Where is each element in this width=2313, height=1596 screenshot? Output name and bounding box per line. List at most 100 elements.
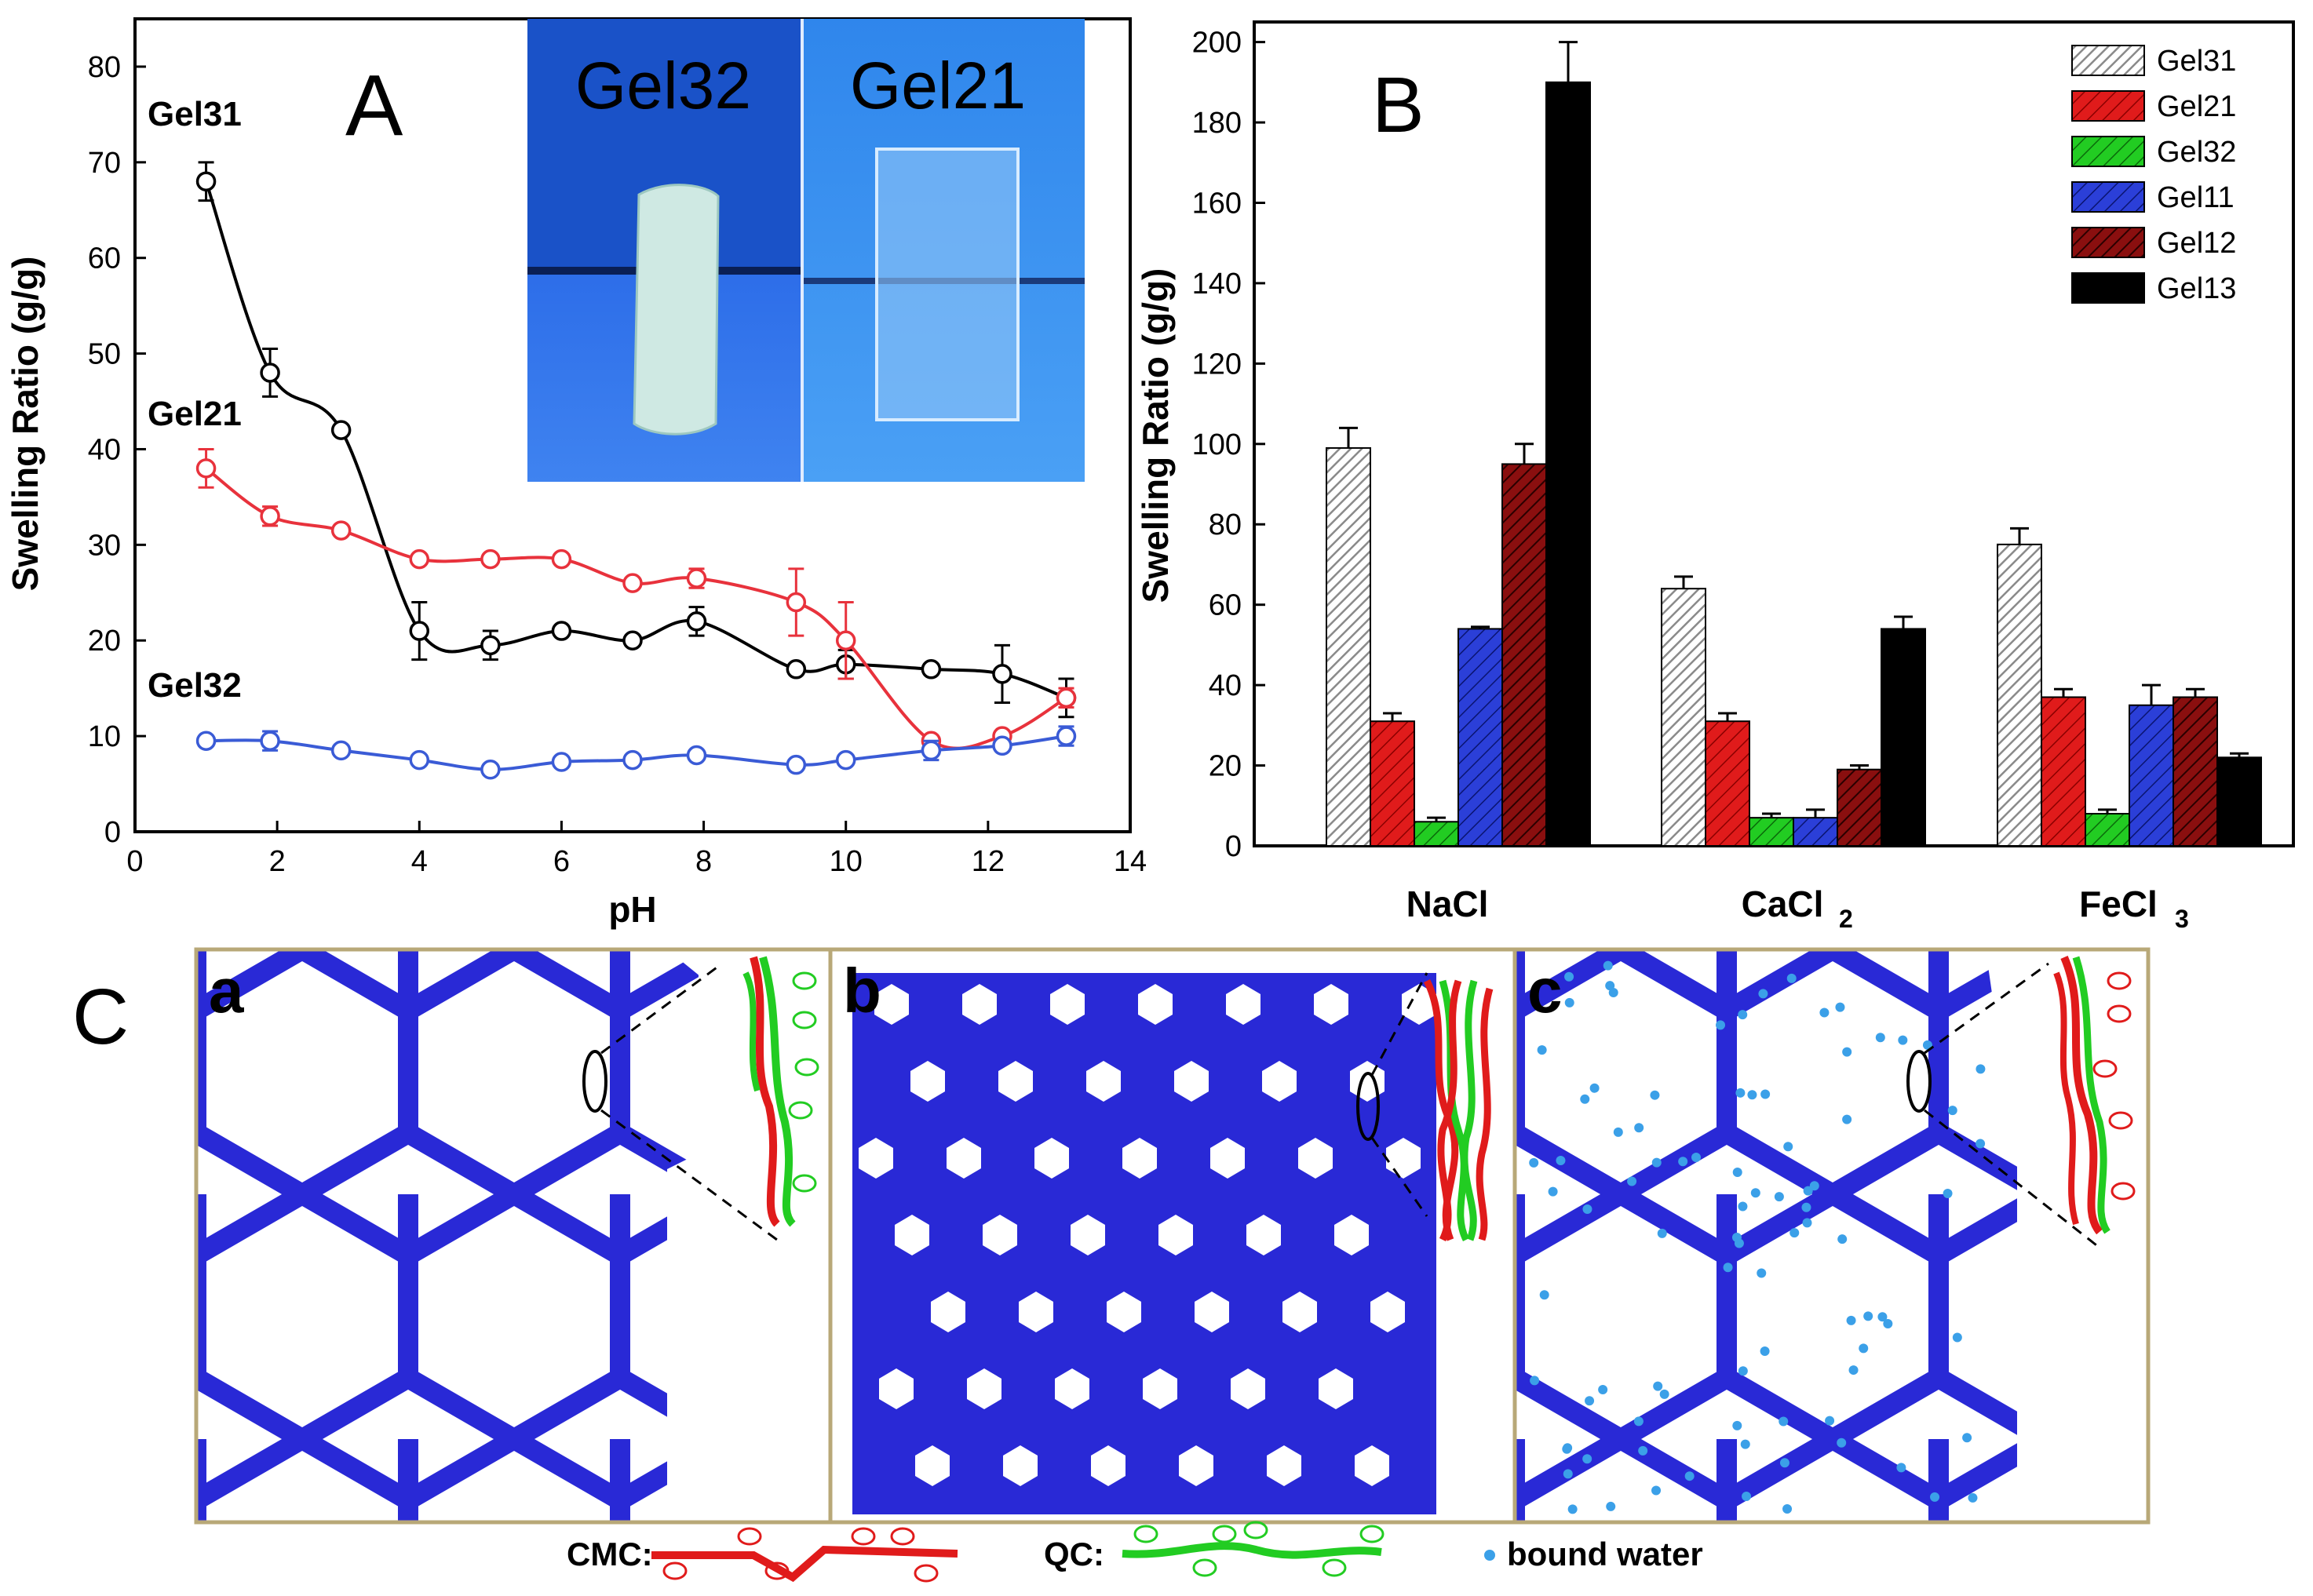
pore-hole: [879, 1368, 914, 1409]
series-line-gel21: [205, 467, 1067, 750]
pore-hole: [910, 1061, 945, 1102]
y-tick-label: 60: [88, 242, 121, 275]
bound-water-dot: [1976, 1139, 1986, 1149]
legend-label-gel13: Gel13: [2157, 272, 2236, 305]
bar-gel11: [2129, 704, 2174, 847]
data-point-gel31: [480, 635, 501, 656]
bound-water-dot: [1563, 1469, 1573, 1479]
panel-b-chart: B Swelling Ratio (g/g) 0 20 40 60 80 100 120 14…: [1135, 20, 2295, 933]
x-tick-label: 10: [830, 845, 863, 878]
pore-hole: [1267, 1445, 1301, 1486]
pore-hole: [1179, 1445, 1213, 1486]
data-point-gel31: [921, 659, 942, 680]
pore-hole: [998, 1061, 1033, 1102]
panel-c-legend: CMC: QC: bound water: [567, 1521, 1703, 1583]
sub-label-b: b: [843, 956, 881, 1026]
legend-swatch-gel12: [2071, 227, 2145, 258]
legend-label-gel32: Gel32: [2157, 136, 2236, 169]
pore-hole: [1174, 1061, 1209, 1102]
bound-water-dot: [1608, 988, 1618, 998]
bound-water-dot: [1825, 1416, 1835, 1426]
bound-water-dot: [1760, 1346, 1770, 1356]
data-point-gel32: [622, 749, 643, 771]
bound-water-dot: [1922, 1040, 1932, 1050]
y-tick-label: 70: [88, 147, 121, 180]
bound-water-dot: [1598, 1384, 1608, 1394]
pore-hole: [859, 1138, 893, 1179]
bound-water-dot: [1837, 1437, 1847, 1448]
bound-water-dot: [1603, 960, 1613, 971]
legend-cmc-label: CMC:: [567, 1536, 653, 1572]
bound-water-dot: [1842, 1047, 1852, 1057]
data-point-gel32: [786, 754, 807, 775]
x-tick-label: 6: [553, 845, 570, 878]
bound-water-dot: [1716, 1020, 1726, 1030]
bound-water-dot: [1613, 1127, 1623, 1137]
bound-water-dot: [1863, 1311, 1873, 1321]
pore-hole: [1019, 1292, 1053, 1332]
pore-hole: [1003, 1445, 1038, 1486]
x-tick-label: 8: [695, 845, 712, 878]
bound-water-dot: [1896, 1463, 1906, 1473]
pore-hole: [1055, 1368, 1089, 1409]
category-subscript: 3: [2175, 905, 2189, 933]
schematic-c: c: [1515, 949, 2148, 1522]
bar-gel11: [1793, 817, 1838, 847]
category-label: CaCl: [1742, 884, 1824, 924]
legend-qc-label: QC:: [1044, 1536, 1104, 1572]
panel-a-photo-inset: Gel32 Gel21: [527, 19, 1085, 482]
pore-hole: [915, 1445, 950, 1486]
bound-water-dot: [1783, 1142, 1793, 1152]
bound-water-dot: [1585, 1396, 1595, 1406]
bar-gel32: [2085, 813, 2130, 847]
bound-water-dot: [1556, 1155, 1566, 1165]
legend-swatch-gel11: [2071, 181, 2145, 213]
bound-water-dot: [1580, 1094, 1590, 1104]
bound-water-dot: [1952, 1332, 1962, 1343]
bound-water-dot: [1548, 1186, 1558, 1197]
bound-water-dot: [1750, 1188, 1760, 1198]
bound-water-dot: [1657, 1228, 1667, 1238]
data-point-gel32: [992, 735, 1012, 756]
bound-water-dot: [1740, 1439, 1750, 1449]
data-point-gel31: [992, 664, 1012, 684]
data-point-gel21: [330, 520, 352, 541]
legend-label-gel11: Gel11: [2157, 181, 2235, 214]
pore-hole: [1355, 1445, 1389, 1486]
panel-b-legend: Gel31 Gel21 Gel32 Gel11 Gel12 Gel13: [2071, 45, 2236, 305]
data-point-gel31: [622, 630, 643, 650]
pore-hole: [931, 1292, 965, 1332]
y-tick-label: 80: [1209, 508, 1242, 541]
bound-water-dot: [1582, 1204, 1592, 1214]
data-point-gel31: [551, 621, 572, 641]
sub-label-a: a: [209, 956, 244, 1026]
panel-a-y-ticks: 0 10 20 30 40 50 60 70 80: [88, 51, 146, 849]
bar-gel21: [1370, 720, 1415, 847]
bound-water-dot: [1735, 1088, 1746, 1098]
x-tick-label: 2: [269, 845, 286, 878]
pore-hole: [1195, 1292, 1229, 1332]
pore-hole: [967, 1368, 1001, 1409]
pore-hole: [1122, 1138, 1157, 1179]
pore-hole: [1314, 984, 1348, 1025]
bar-gel13: [1881, 628, 1926, 847]
data-point-gel32: [551, 752, 572, 772]
x-tick-label: 12: [972, 845, 1005, 878]
bound-water-dot: [1678, 1157, 1688, 1167]
pore-hole: [1246, 1215, 1281, 1255]
bound-water-dot: [1562, 1444, 1572, 1454]
bound-water-dot: [1875, 1033, 1885, 1043]
data-point-gel32: [686, 745, 707, 766]
pore-hole: [1034, 1138, 1069, 1179]
bound-water-dot: [1962, 1433, 1972, 1443]
pore-hole: [1226, 984, 1260, 1025]
bar-gel21: [1705, 720, 1750, 847]
pore-hole: [1143, 1368, 1177, 1409]
legend-swatch-gel32: [2071, 136, 2145, 167]
bound-water-dot: [1651, 1485, 1662, 1496]
y-tick-label: 60: [1209, 589, 1242, 622]
data-point-gel32: [921, 740, 942, 761]
bound-water-dot: [1738, 1010, 1748, 1020]
data-point-gel21: [551, 548, 572, 570]
bound-water-dot: [1529, 1157, 1539, 1168]
